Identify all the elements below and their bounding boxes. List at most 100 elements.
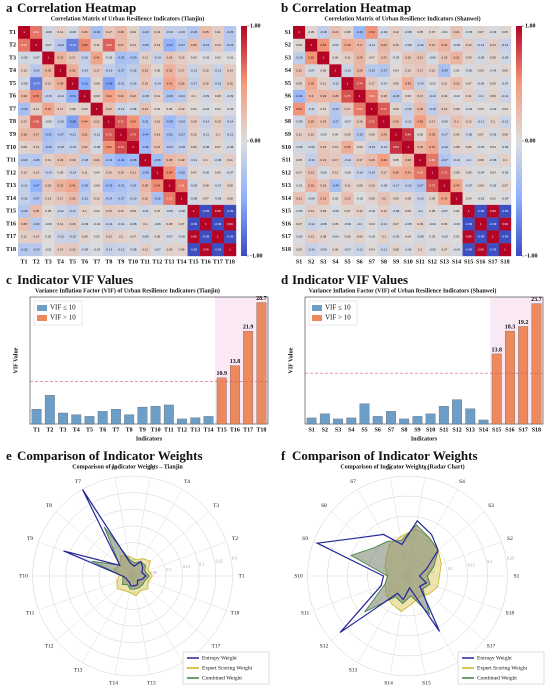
cell-label: 0.11 [320, 81, 326, 85]
cell-label: 0.08 [405, 196, 411, 200]
cell-label: 1 [84, 94, 86, 98]
heat-cell [498, 77, 512, 91]
row-label: T9 [9, 132, 16, 138]
heat-cell [341, 243, 354, 257]
bar [97, 411, 108, 425]
heat-cell [450, 51, 463, 65]
heat-cell [462, 26, 475, 39]
heat-cell [211, 38, 225, 52]
cell-label: -0.12 [190, 69, 197, 73]
heat-cell [329, 77, 342, 91]
heat-cell [377, 141, 391, 154]
heat-cell [317, 192, 330, 206]
heat-cell [163, 192, 176, 206]
row-label: T2 [9, 43, 16, 49]
cell-label: -0.19 [105, 69, 112, 73]
heat-cell [426, 166, 439, 180]
row-label: S4 [285, 68, 291, 74]
cell-label: 0.05 [296, 247, 302, 251]
heat-cell [175, 153, 188, 167]
cell-label: 0.16 [203, 81, 209, 85]
heat-cell [54, 115, 67, 129]
cell-label: -0.74 [33, 81, 40, 85]
heat-cell [139, 38, 152, 52]
cell-label: 0.15 [191, 120, 197, 124]
cell-label: -0.12 [57, 209, 64, 213]
bar [31, 409, 42, 425]
heat-cell [402, 77, 415, 91]
cell-label: 0.22 [179, 158, 185, 162]
y-axis-label: VIF Value [13, 347, 19, 373]
heat-cell [402, 153, 415, 167]
cell-label: -0.06 [214, 196, 221, 200]
cell-label: 0.02 [454, 235, 460, 239]
heat-cell [389, 153, 403, 167]
cell-label: -0.23 [356, 132, 363, 136]
x-tick-label: T4 [73, 427, 80, 433]
spoke [132, 575, 210, 641]
heat-cell [474, 64, 487, 78]
cell-label: 0.62 [21, 43, 27, 47]
cell-label: -0.39 [166, 120, 173, 124]
heat-cell [450, 102, 463, 116]
cell-label: 0.09 [393, 107, 399, 111]
heat-cell [78, 115, 91, 129]
row-label: S12 [282, 170, 291, 176]
heat-cell [54, 26, 67, 39]
heat-cell [102, 115, 116, 129]
heat-cell [498, 89, 512, 103]
radial-tick-label: 0.15 [468, 563, 475, 568]
cell-label: -0.31 [166, 132, 173, 136]
heat-cell [353, 230, 366, 244]
cell-label: 0.26 [369, 158, 375, 162]
cell-label: -0.05 [45, 120, 52, 124]
cell-label: 0.46 [417, 120, 423, 124]
cell-label: -0.04 [502, 196, 509, 200]
heat-cell [114, 115, 128, 129]
heat-cell [54, 141, 67, 154]
cell-label: 0.13 [154, 30, 160, 34]
cell-label: -0.12 [308, 222, 315, 226]
cell-label: 0.08 [393, 247, 399, 251]
cell-label: -0.04 [465, 107, 472, 111]
heat-cell [305, 51, 318, 65]
heat-cell [329, 153, 342, 167]
heat-cell [293, 243, 306, 257]
row-label: T13 [6, 183, 16, 189]
heat-cell [305, 192, 318, 206]
axis-label: T18 [230, 611, 239, 617]
heat-cell [163, 102, 176, 116]
cell-label: 0.42 [45, 107, 51, 111]
cell-label: 1 [322, 56, 324, 60]
cell-label: 0.11 [21, 235, 27, 239]
cell-label: -0.16 [417, 43, 424, 47]
bar [190, 417, 201, 425]
cell-label: 0.21 [154, 145, 160, 149]
colorbar-label: 0.00 [525, 138, 536, 144]
heat-cell [175, 102, 188, 116]
cell-label: 0.02 [332, 196, 338, 200]
heat-cell [42, 217, 55, 231]
heat-cell [90, 166, 103, 180]
cell-label: 0.11 [345, 56, 351, 60]
axis-label: S3 [488, 503, 494, 509]
heat-cell [462, 115, 475, 129]
panel-subtitle: Comparison of Indicator Weights – Tianji… [72, 464, 183, 470]
axis-label: S13 [349, 668, 358, 674]
bar [346, 417, 357, 425]
y-axis-label: VIF Value [288, 347, 294, 373]
bar [203, 416, 214, 425]
heat-cell [127, 51, 140, 65]
cell-label: 0.11 [94, 43, 100, 47]
cell-label: -0.44 [142, 132, 149, 136]
bar [478, 419, 489, 425]
heat-cell [102, 141, 116, 154]
heat-cell [90, 128, 103, 142]
heat-cell [151, 141, 164, 154]
bar-value-label: 13.8 [230, 359, 241, 365]
cell-label: 0.13 [179, 56, 185, 60]
cell-label: 0.19 [154, 132, 160, 136]
heat-cell [341, 179, 354, 193]
heat-cell [293, 102, 306, 116]
cell-label: -0.31 [105, 158, 112, 162]
